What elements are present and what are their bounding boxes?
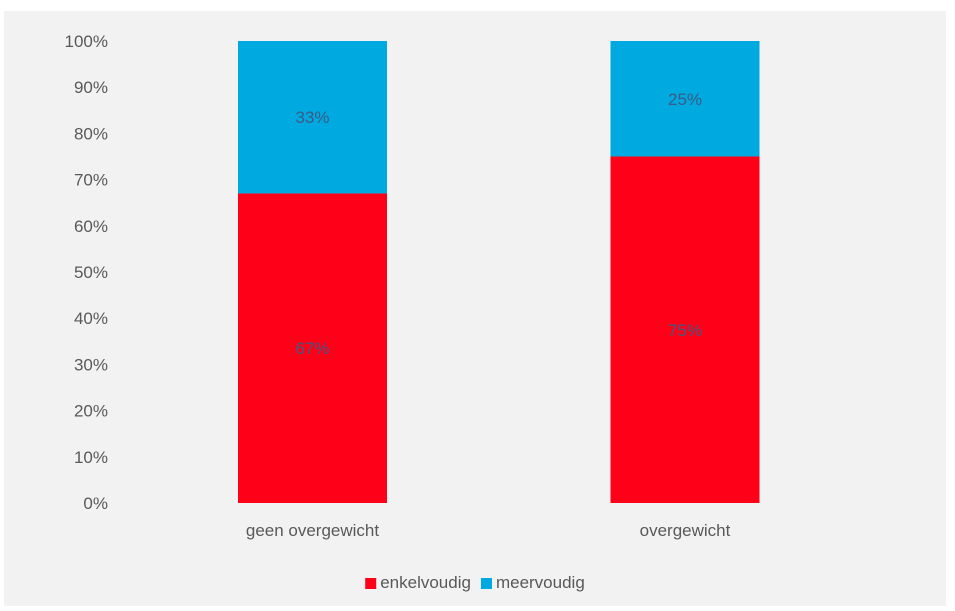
y-tick-label: 60% [74,217,108,236]
y-tick-label: 50% [74,263,108,282]
y-tick-label: 90% [74,78,108,97]
data-label-meervoudig: 25% [668,90,702,109]
legend-swatch-meervoudig [480,578,492,589]
legend-label-meervoudig: meervoudig [496,573,585,592]
legend-swatch-enkelvoudig [365,578,377,589]
x-axis-category-labels: geen overgewicht overgewicht [246,521,731,540]
bar-segment-meervoudig [610,41,760,157]
data-label-enkelvoudig: 67% [295,339,329,358]
bars [238,41,760,503]
bar-segment-enkelvoudig [238,193,387,503]
category-label: geen overgewicht [246,521,380,540]
legend: enkelvoudig meervoudig [365,573,585,592]
data-labels: 67% 33% 75% 25% [295,90,702,358]
y-tick-label: 0% [83,494,108,513]
legend-label-enkelvoudig: enkelvoudig [380,573,471,592]
category-label: overgewicht [640,521,731,540]
y-tick-label: 30% [74,355,108,374]
data-label-enkelvoudig: 75% [668,321,702,340]
bar-segment-meervoudig [238,41,387,194]
y-axis-ticks: 0% 10% 20% 30% 40% 50% 60% 70% 80% 90% 100% [65,32,108,513]
y-tick-label: 100% [65,32,108,51]
data-label-meervoudig: 33% [295,108,329,127]
bar-segment-enkelvoudig [610,156,760,503]
chart-area [4,11,946,606]
y-tick-label: 40% [74,309,108,328]
y-tick-label: 20% [74,402,108,421]
y-tick-label: 70% [74,171,108,190]
y-tick-label: 80% [74,124,108,143]
y-tick-label: 10% [74,448,108,467]
